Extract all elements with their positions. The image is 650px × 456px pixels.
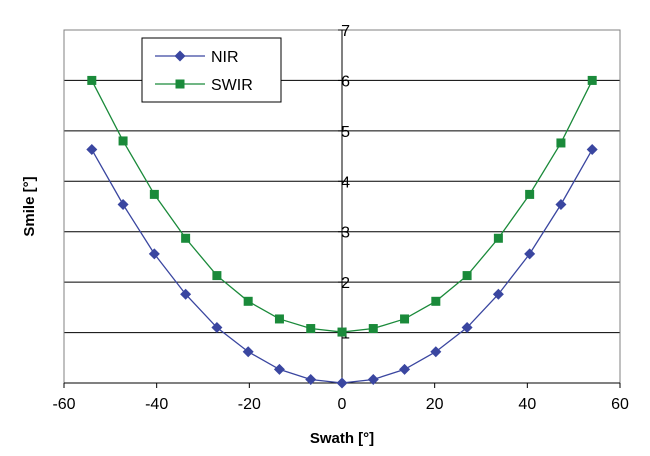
data-point-nir [492, 288, 504, 300]
data-point-swir [525, 189, 535, 199]
tick-labels: -60-40-2002040601234567 [52, 23, 629, 413]
data-point-swir [556, 138, 566, 148]
x-tick-label: 60 [611, 396, 629, 413]
y-tick-label: 5 [341, 124, 350, 141]
data-point-nir [86, 144, 98, 156]
data-point-swir [181, 233, 191, 243]
data-point-swir [587, 75, 597, 85]
legend: NIR SWIR [141, 37, 282, 103]
data-point-swir [400, 314, 410, 324]
data-point-nir [586, 144, 598, 156]
data-point-swir [212, 271, 222, 281]
data-point-swir [368, 324, 378, 334]
y-tick-label: 2 [341, 275, 350, 292]
data-point-nir [461, 322, 473, 334]
x-tick-label: 20 [426, 396, 444, 413]
data-point-nir [148, 248, 160, 260]
data-point-swir [306, 324, 316, 334]
data-point-swir [337, 327, 347, 337]
data-point-nir [336, 377, 348, 389]
data-point-swir [431, 296, 441, 306]
data-point-swir [462, 271, 472, 281]
y-tick-label: 3 [341, 225, 350, 242]
y-tick-label: 7 [341, 23, 350, 40]
legend-label-swir: SWIR [211, 77, 253, 94]
data-point-nir [430, 346, 442, 358]
legend-label-nir: NIR [211, 49, 239, 66]
data-point-nir [305, 373, 317, 385]
legend-marker-nir [174, 50, 186, 62]
series-layer [86, 75, 598, 389]
data-point-nir [180, 288, 192, 300]
data-point-nir [524, 248, 536, 260]
data-point-nir [367, 373, 379, 385]
data-point-swir [243, 296, 253, 306]
legend-box [141, 37, 282, 103]
series-nir [86, 144, 598, 389]
y-tick-label: 6 [341, 73, 350, 90]
data-point-swir [493, 233, 503, 243]
data-point-swir [87, 75, 97, 85]
x-tick-label: 0 [338, 396, 347, 413]
data-point-nir [211, 322, 223, 334]
data-point-nir [273, 363, 285, 375]
data-point-swir [149, 189, 159, 199]
data-point-nir [242, 346, 254, 358]
data-point-swir [274, 314, 284, 324]
y-axis-title: Smile [°] [21, 176, 38, 236]
data-point-nir [117, 198, 129, 210]
data-point-swir [118, 136, 128, 146]
x-tick-label: -20 [238, 396, 261, 413]
x-tick-label: 40 [518, 396, 536, 413]
x-tick-label: -60 [52, 396, 75, 413]
y-tick-label: 4 [341, 174, 350, 191]
data-point-nir [399, 363, 411, 375]
x-axis-title: Swath [°] [310, 430, 374, 447]
series-swir [87, 75, 597, 337]
data-point-nir [555, 198, 567, 210]
legend-marker-swir [175, 79, 185, 89]
x-tick-label: -40 [145, 396, 168, 413]
